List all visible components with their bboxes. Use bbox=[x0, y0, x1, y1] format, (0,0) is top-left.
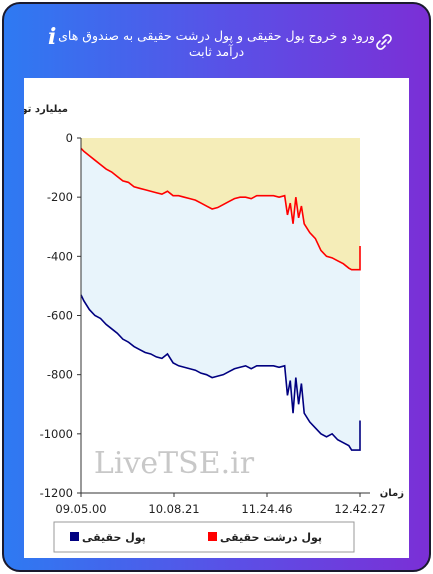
x-tick-label: 12.42.27 bbox=[334, 502, 385, 516]
y-tick-label: -800 bbox=[47, 368, 73, 382]
y-tick-label: -1000 bbox=[40, 427, 73, 441]
y-tick-label: -200 bbox=[47, 190, 73, 204]
legend-label-1: پول درشت حقیقی bbox=[220, 531, 322, 544]
y-axis-label: میلیارد تومان bbox=[24, 104, 68, 115]
y-tick-label: -1200 bbox=[40, 486, 73, 500]
legend-swatch-0 bbox=[70, 532, 79, 541]
chart-title: ورود و خروج پول حقیقی و پول درشت حقیقی ب… bbox=[58, 28, 375, 59]
area-above-large-money bbox=[81, 138, 360, 270]
area-between-series bbox=[81, 148, 360, 451]
legend-label-0: پول حقیقی bbox=[82, 531, 146, 544]
series-line-0 bbox=[80, 294, 361, 451]
x-tick-label: 09.05.00 bbox=[55, 502, 106, 516]
card-header: i ورود و خروج پول حقیقی و پول درشت حقیقی… bbox=[4, 4, 429, 76]
y-tick-label: -600 bbox=[47, 309, 73, 323]
chart-panel: 0 -200 -400 -600 -800 -1000 -1200 09.05.00 10.08… bbox=[4, 78, 409, 558]
x-tick-label: 11.24.46 bbox=[241, 502, 292, 516]
x-tick-label: 10.08.21 bbox=[148, 502, 199, 516]
series-line-1 bbox=[80, 147, 361, 271]
y-tick-label: -400 bbox=[47, 249, 73, 263]
link-icon[interactable] bbox=[374, 32, 394, 52]
legend-swatch-1 bbox=[208, 532, 217, 541]
y-tick-label: 0 bbox=[66, 131, 73, 145]
watermark: LiveTSE.ir bbox=[94, 446, 255, 481]
x-axis-label: زمان bbox=[380, 488, 404, 499]
chart-svg: 0 -200 -400 -600 -800 -1000 -1200 09.05.00 10.08… bbox=[4, 104, 404, 553]
legend: پول حقیقی پول درشت حقیقی bbox=[53, 521, 355, 553]
info-icon[interactable]: i bbox=[48, 24, 57, 50]
